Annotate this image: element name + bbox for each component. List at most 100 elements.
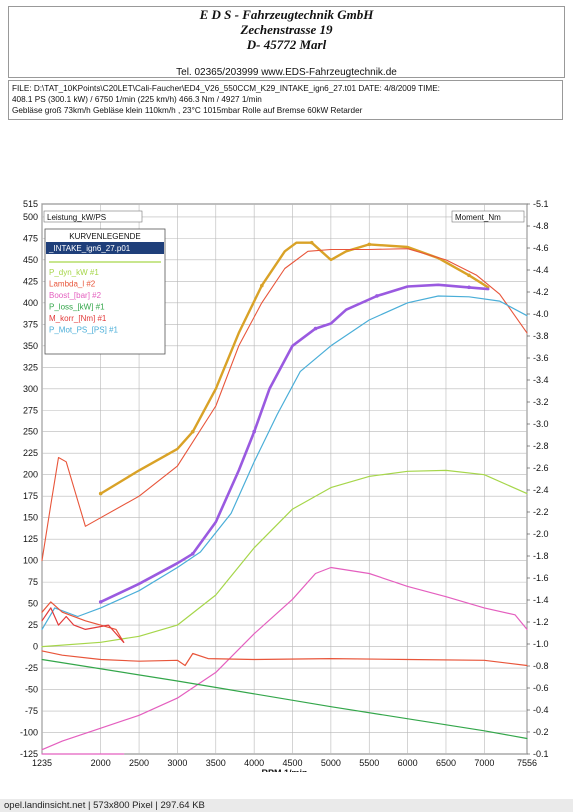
right-tick-label: -5.1: [533, 199, 549, 209]
left-tick-label: 400: [23, 298, 38, 308]
series-line-4: [41, 295, 528, 631]
right-tick-label: -3.6: [533, 353, 549, 363]
company-name: E D S - Fahrzeugtechnik GmbH: [199, 7, 374, 22]
x-tick-label: 3000: [167, 758, 187, 768]
x-tick-label: 3500: [206, 758, 226, 768]
left-tick-label: 0: [33, 642, 38, 652]
city-address: D- 45772 Marl: [246, 37, 327, 52]
right-tick-label: -4.8: [533, 221, 549, 231]
right-tick-label: -0.8: [533, 661, 549, 671]
series-marker: [260, 283, 264, 288]
legend-entry: P_dyn_kW #1: [49, 268, 99, 277]
series-marker: [98, 491, 103, 496]
left-tick-label: 175: [23, 491, 38, 501]
left-tick-label: 425: [23, 276, 38, 286]
series-marker: [98, 600, 103, 604]
right-tick-label: -4.2: [533, 287, 549, 297]
legend-file-name: _INTAKE_ign6_27.p01: [48, 244, 131, 253]
run-info: FILE: D:\TAT_10KPoints\C20LET\Cali-Fauch…: [8, 80, 563, 120]
left-tick-label: 450: [23, 255, 38, 265]
left-tick-label: 125: [23, 534, 38, 544]
street-address: Zechenstrasse 19: [240, 22, 333, 37]
x-tick-label: 7000: [474, 758, 494, 768]
dyno-chart: 1235 2000 2500 3000 3500 4000 4500 5000 5500 6000…: [20, 199, 549, 772]
series-line-3: [99, 283, 490, 604]
legend-file-bar: [46, 242, 164, 254]
x-tick-label: 6500: [436, 758, 456, 768]
left-tick-label: -50: [25, 685, 38, 695]
left-tick-label: 150: [23, 513, 38, 523]
right-tick-label: -2.4: [533, 485, 549, 495]
right-tick-label: -2.8: [533, 441, 549, 451]
run-info-result: 408.1 PS (300.1 kW) / 6750 1/min (225 km…: [12, 95, 262, 104]
left-tick-label: 375: [23, 319, 38, 329]
left-tick-label: 200: [23, 470, 38, 480]
contact-line: Tel. 02365/203999 www.EDS-Fahrzeugtechni…: [176, 67, 397, 78]
left-tick-label: 350: [23, 341, 38, 351]
x-tick-label: 7556: [517, 758, 537, 768]
left-axis-label: Leistung_kW/PS: [47, 213, 106, 222]
series-marker: [375, 294, 379, 298]
left-tick-label: 50: [28, 599, 38, 609]
right-tick-label: -1.8: [533, 551, 549, 561]
run-info-conditions: Gebläse groß 73km/h Gebläse klein 110km/…: [12, 106, 363, 115]
dyno-header: E D S - Fahrzeugtechnik GmbH Zechenstras…: [8, 6, 565, 78]
x-tick-label: 1235: [32, 758, 52, 768]
right-tick-label: -1.6: [533, 573, 549, 583]
left-tick-label: 100: [23, 556, 38, 566]
x-tick-label: 5000: [321, 758, 341, 768]
left-tick-label: -100: [20, 728, 38, 738]
series-marker: [313, 326, 318, 331]
series-line-5: [41, 469, 528, 648]
right-tick-label: -4.6: [533, 243, 549, 253]
right-tick-label: -3.4: [533, 375, 549, 385]
right-tick-label: -0.2: [533, 727, 549, 737]
left-tick-label: 500: [23, 212, 38, 222]
legend-entry: P_loss_[kW] #1: [49, 303, 105, 312]
x-tick-label: 6000: [398, 758, 418, 768]
left-tick-label: -125: [20, 749, 38, 759]
series-marker: [367, 242, 372, 247]
left-tick-label: -75: [25, 706, 38, 716]
right-tick-label: -4.0: [533, 309, 549, 319]
left-tick-label: 25: [28, 620, 38, 630]
image-footer: opel.landinsicht.net | 573x800 Pixel | 2…: [0, 799, 573, 812]
left-tick-label: 75: [28, 577, 38, 587]
series-line-8: [41, 650, 528, 667]
right-tick-label: -0.1: [533, 749, 549, 759]
right-tick-label: -0.4: [533, 705, 549, 715]
series-line-6: [41, 566, 528, 751]
series-line-10: [41, 607, 125, 643]
series-marker: [190, 551, 195, 556]
right-tick-label: -1.4: [533, 595, 549, 605]
right-tick-label: -2.6: [533, 463, 549, 473]
left-tick-label: 250: [23, 427, 38, 437]
left-axis-label-box: [43, 210, 143, 223]
legend-entry: M_korr_[Nm] #1: [49, 314, 107, 323]
x-tick-label: 2000: [91, 758, 111, 768]
series-line-2: [41, 248, 528, 562]
right-tick-label: -3.2: [533, 397, 549, 407]
right-axis-label: Moment_Nm: [455, 213, 501, 222]
left-tick-label: 300: [23, 384, 38, 394]
right-tick-label: -3.0: [533, 419, 549, 429]
series-marker: [252, 429, 256, 434]
right-axis-label-box: [451, 210, 525, 223]
left-tick-label: 225: [23, 448, 38, 458]
series-marker: [309, 240, 314, 245]
left-tick-label: -25: [25, 663, 38, 673]
legend-entry: P_Mot_PS_[PS] #1: [49, 326, 118, 335]
series-marker: [190, 429, 195, 434]
run-info-file: FILE: D:\TAT_10KPoints\C20LET\Cali-Fauch…: [12, 84, 440, 93]
series-line-1: [99, 241, 490, 495]
right-tick-label: -1.2: [533, 617, 549, 627]
legend-entry: Boost_[bar] #2: [49, 291, 102, 300]
series-line-9: [41, 601, 125, 643]
right-tick-label: -4.4: [533, 265, 549, 275]
legend-entry: Lambda_l #2: [49, 280, 96, 289]
x-tick-label: 4500: [283, 758, 303, 768]
series-line-11: [41, 658, 528, 740]
x-tick-label: 4000: [244, 758, 264, 768]
left-tick-label: 275: [23, 405, 38, 415]
left-tick-label: 475: [23, 233, 38, 243]
